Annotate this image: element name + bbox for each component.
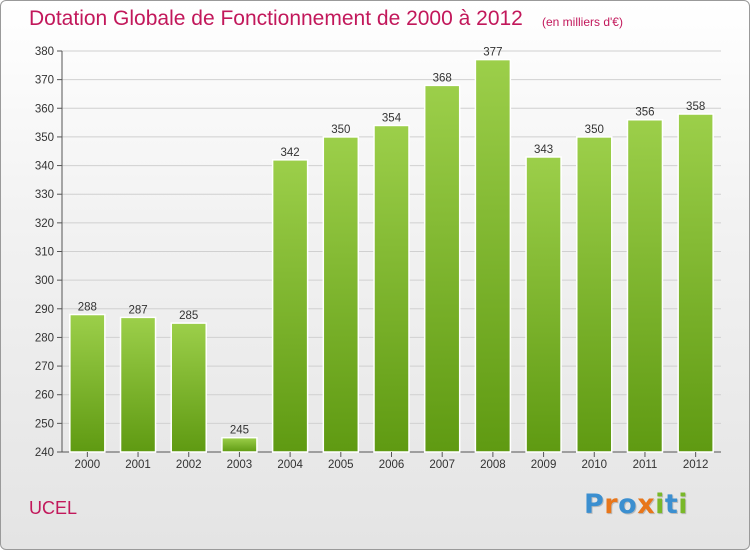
y-tick-label: 330 (35, 189, 54, 201)
bar (423, 84, 461, 453)
bar-value-label: 342 (281, 147, 300, 159)
y-tick-label: 310 (35, 247, 54, 259)
bar-value-label: 343 (534, 144, 553, 156)
bar (626, 118, 664, 453)
logo-letter: i (678, 489, 689, 520)
logo-letter: i (655, 489, 665, 520)
y-tick-label: 260 (35, 390, 54, 402)
bar-value-label: 350 (585, 124, 604, 136)
y-tick-label: 370 (35, 75, 54, 87)
y-tick-label: 340 (35, 161, 54, 173)
bar (474, 58, 512, 453)
y-tick-label: 360 (35, 103, 54, 115)
bar (69, 313, 106, 453)
y-tick-label: 240 (35, 447, 54, 459)
x-tick-label: 2005 (328, 459, 354, 471)
bar (271, 159, 309, 453)
x-tick-label: 2002 (176, 459, 202, 471)
bar-value-label: 368 (433, 72, 452, 84)
bar-value-label: 354 (382, 112, 402, 124)
x-tick-label: 2008 (480, 459, 506, 471)
logo-letter: o (618, 489, 638, 520)
proxiti-logo: Proxiti (584, 489, 688, 520)
bar-value-label: 356 (635, 107, 654, 119)
chart-subtitle: (en milliers d'€) (542, 15, 623, 29)
x-tick-label: 2000 (75, 459, 101, 471)
y-tick-label: 290 (35, 304, 54, 316)
bar (525, 156, 562, 453)
bar (576, 136, 613, 453)
x-tick-label: 2011 (633, 459, 658, 471)
bar-value-label: 285 (179, 310, 198, 322)
x-tick-label: 2001 (125, 459, 151, 471)
bar-value-label: 358 (686, 101, 705, 113)
logo-letter: P (584, 489, 605, 520)
bar (119, 316, 157, 453)
bar-value-label: 288 (78, 302, 97, 314)
bar (677, 113, 714, 453)
chart-title: Dotation Globale de Fonctionnement de 20… (29, 7, 523, 30)
x-tick-label: 2003 (227, 459, 253, 471)
x-tick-label: 2004 (277, 459, 303, 471)
bar-value-label: 287 (128, 304, 147, 316)
bar-value-label: 245 (230, 425, 249, 437)
logo-letter: r (604, 489, 619, 520)
logo-letter: x (637, 489, 656, 520)
x-tick-label: 2009 (531, 459, 557, 471)
bar (373, 124, 410, 453)
y-tick-label: 280 (35, 332, 54, 344)
x-tick-label: 2007 (429, 459, 455, 471)
y-tick-label: 300 (35, 275, 54, 287)
bar (221, 436, 258, 453)
y-tick-label: 250 (35, 418, 54, 430)
x-tick-label: 2012 (683, 459, 709, 471)
y-tick-label: 350 (35, 132, 54, 144)
y-tick-label: 270 (35, 361, 54, 373)
bar (322, 136, 360, 453)
y-tick-label: 320 (35, 218, 54, 230)
x-tick-label: 2010 (581, 459, 607, 471)
y-tick-label: 380 (35, 46, 54, 58)
logo-letter: t (664, 489, 679, 520)
x-tick-label: 2006 (379, 459, 405, 471)
commune-name: UCEL (29, 498, 78, 518)
bar-value-label: 377 (483, 47, 502, 59)
bar (170, 322, 207, 453)
bar-value-label: 350 (331, 124, 350, 136)
